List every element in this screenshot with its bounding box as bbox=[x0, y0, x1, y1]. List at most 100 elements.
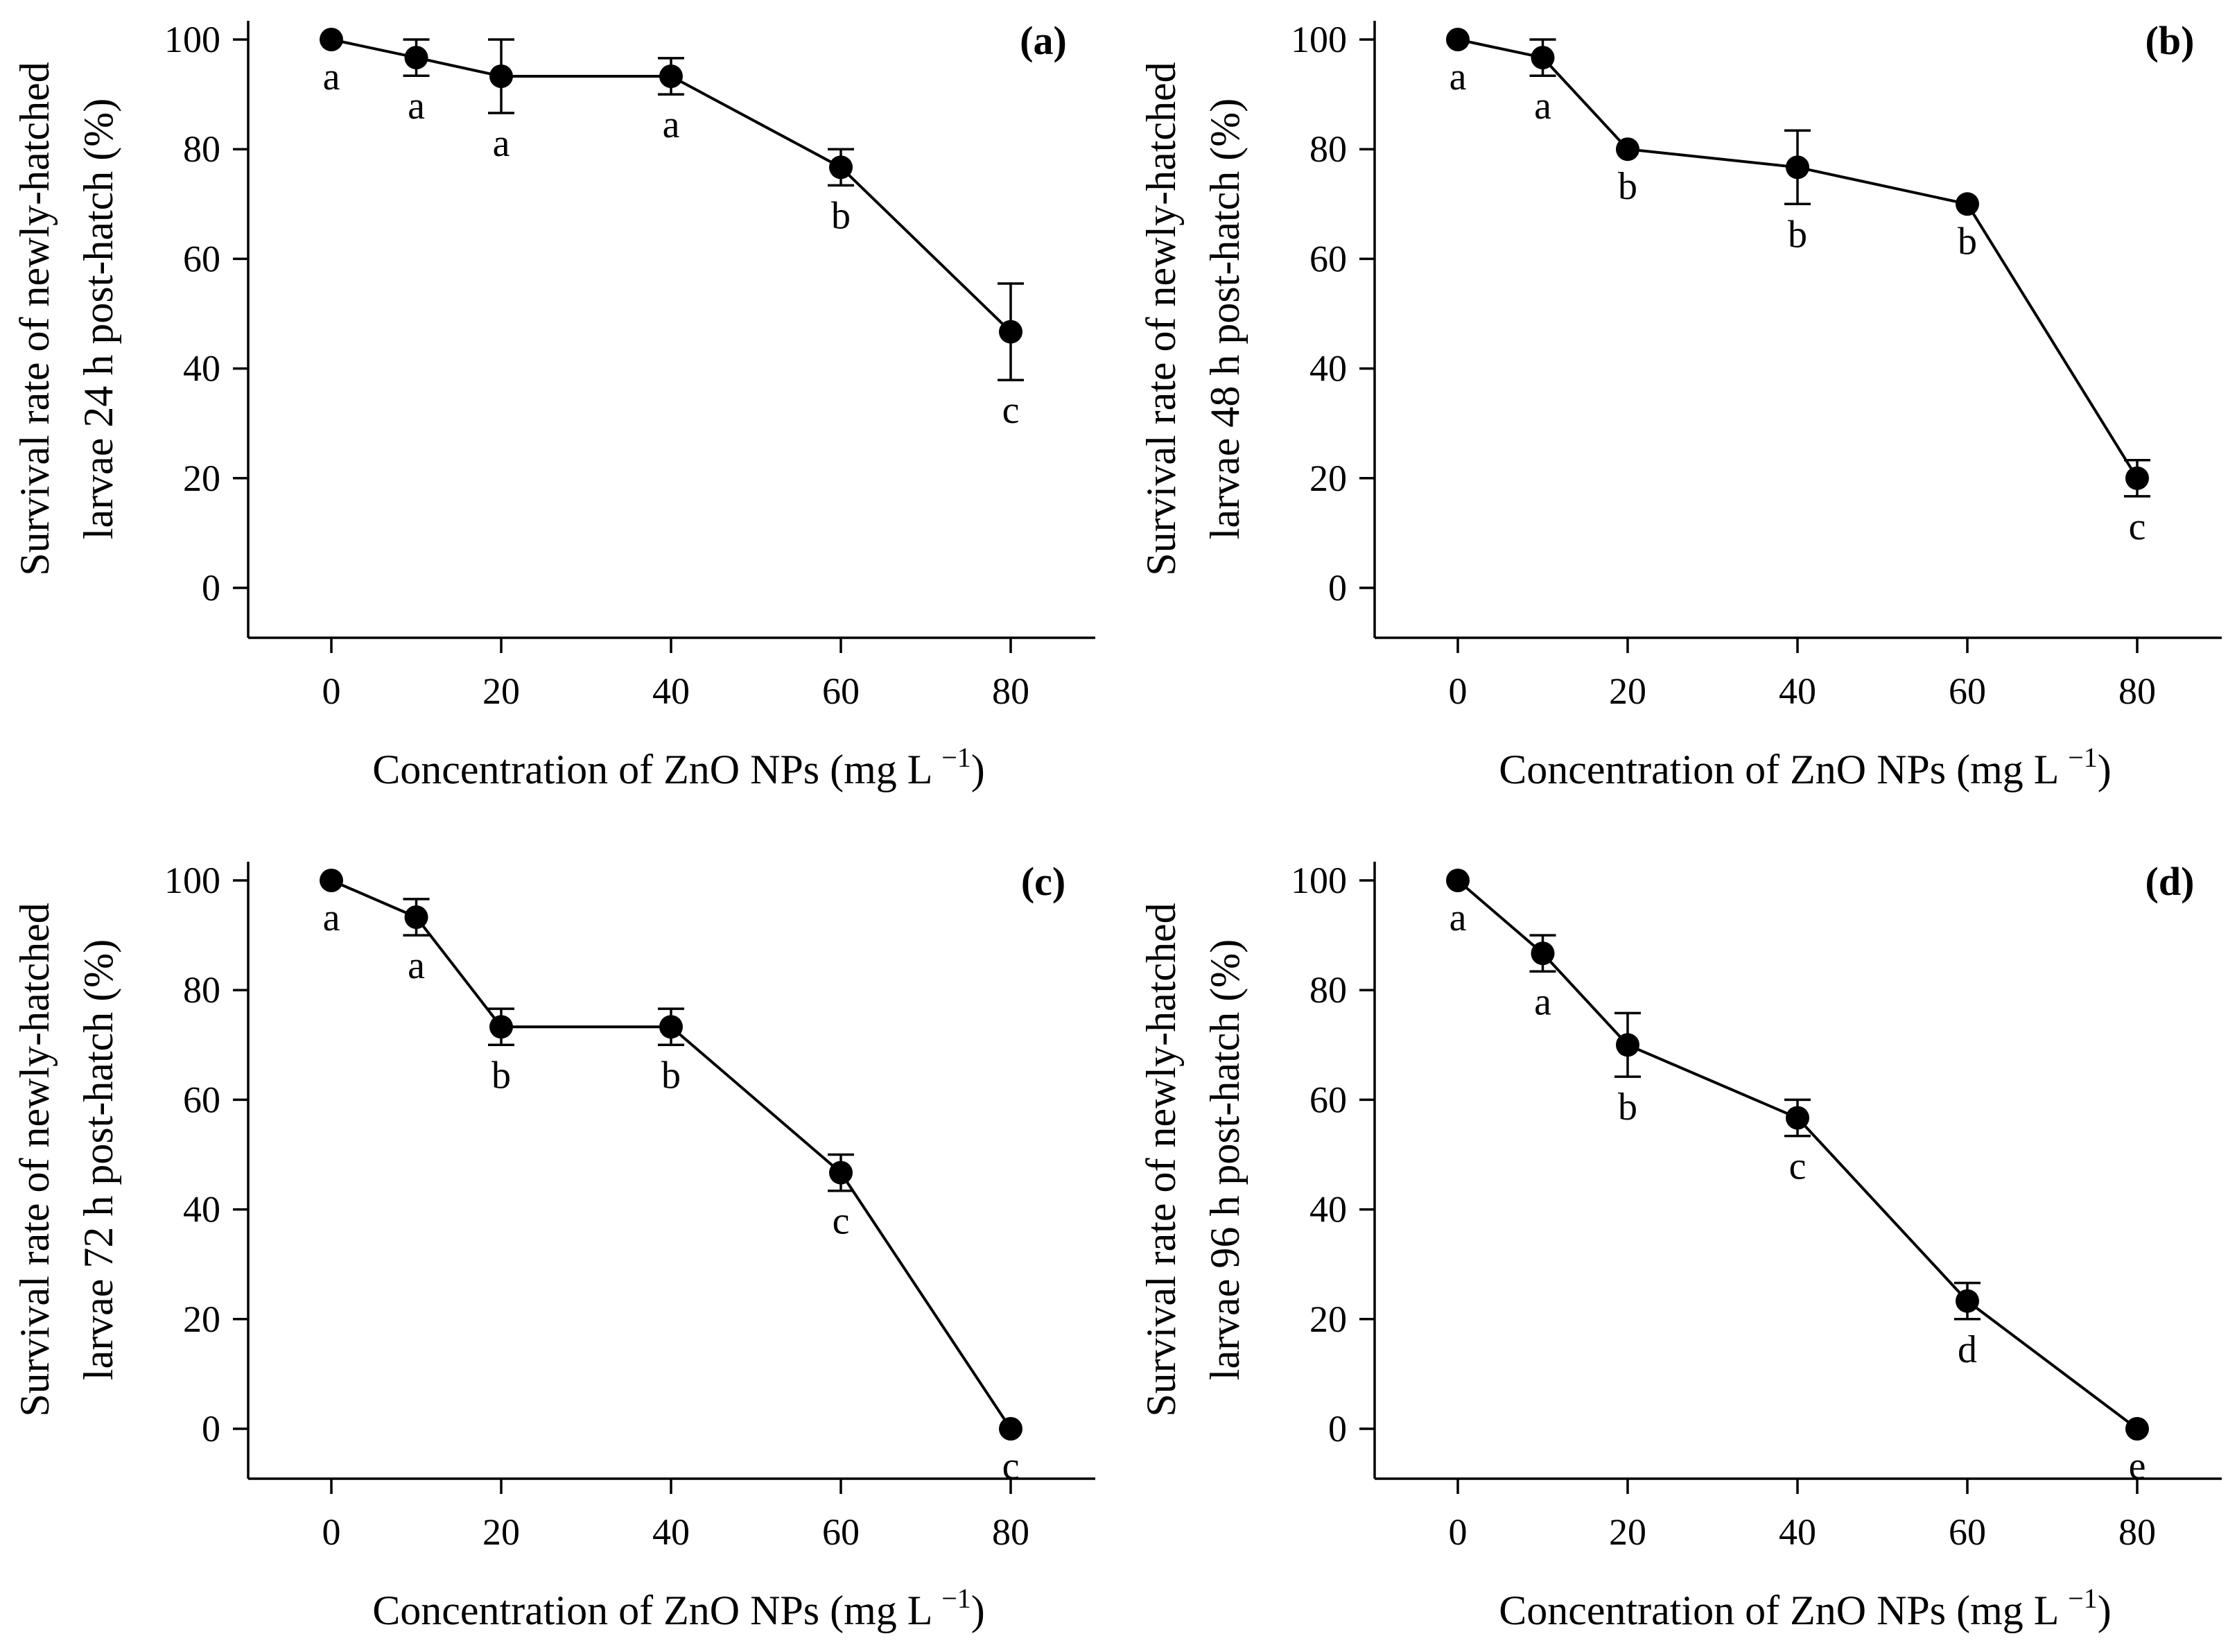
series-line bbox=[1456, 879, 2139, 1430]
x-tick-label: 60 bbox=[822, 670, 860, 712]
significance-letter: c bbox=[1002, 389, 1020, 432]
y-tick-label: 40 bbox=[183, 1189, 220, 1231]
y-axis-title-line1: Survival rate of newly-hatched bbox=[1138, 62, 1184, 575]
y-tick-label: 0 bbox=[1328, 567, 1347, 609]
y-tick-label: 60 bbox=[1309, 1079, 1347, 1120]
data-point bbox=[999, 1417, 1022, 1441]
significance-letter: b bbox=[1958, 220, 1977, 263]
data-point bbox=[659, 64, 683, 88]
x-tick-label: 80 bbox=[2118, 670, 2156, 712]
data-point bbox=[829, 1160, 853, 1185]
x-axis-title-superscript: −1 bbox=[2068, 1583, 2098, 1614]
y-axis-title-line2: larvae 96 h post-hatch (%) bbox=[1202, 939, 1248, 1380]
y-tick-label: 20 bbox=[1309, 1298, 1347, 1340]
series-line bbox=[331, 38, 1012, 333]
y-tick-label: 0 bbox=[202, 567, 220, 609]
y-tick-label: 80 bbox=[1309, 969, 1347, 1011]
significance-letter: e bbox=[2129, 1445, 2146, 1488]
panel-label: (d) bbox=[2145, 859, 2195, 904]
significance-letter: a bbox=[663, 103, 680, 146]
y-tick-label: 20 bbox=[1309, 458, 1347, 499]
data-point bbox=[489, 64, 513, 88]
x-axis-title-close: ) bbox=[2098, 747, 2112, 792]
y-tick-label: 60 bbox=[183, 238, 220, 279]
y-tick-label: 100 bbox=[164, 860, 220, 901]
y-tick-label: 80 bbox=[1309, 128, 1347, 170]
y-tick-label: 80 bbox=[183, 128, 220, 170]
x-tick-label: 60 bbox=[822, 1511, 860, 1553]
x-tick-label: 40 bbox=[652, 1511, 690, 1553]
significance-letter: b bbox=[831, 194, 851, 237]
x-axis-title: Concentration of ZnO NPs (mg L −1) bbox=[372, 1583, 985, 1633]
x-axis-title-main: Concentration of ZnO NPs (mg L bbox=[372, 1588, 941, 1633]
significance-letter: a bbox=[408, 85, 425, 128]
y-tick-label: 40 bbox=[183, 348, 220, 390]
data-point bbox=[829, 155, 853, 180]
y-tick-label: 100 bbox=[164, 19, 220, 60]
x-tick-label: 40 bbox=[1779, 670, 1816, 712]
y-axis-title-line2: larvae 24 h post-hatch (%) bbox=[76, 98, 121, 539]
data-point bbox=[1616, 137, 1639, 162]
x-axis-title-superscript: −1 bbox=[2068, 742, 2098, 773]
x-axis-title-main: Concentration of ZnO NPs (mg L bbox=[1499, 747, 2068, 792]
x-axis-title: Concentration of ZnO NPs (mg L −1) bbox=[1499, 1583, 2112, 1633]
significance-letter: a bbox=[323, 55, 340, 98]
x-tick-label: 60 bbox=[1949, 1511, 1986, 1553]
data-point bbox=[1786, 155, 1809, 180]
x-axis-title-superscript: −1 bbox=[941, 742, 971, 773]
x-tick-label: 80 bbox=[2118, 1511, 2156, 1553]
data-point bbox=[320, 28, 343, 51]
x-tick-label: 20 bbox=[482, 1511, 520, 1553]
panel-label: (a) bbox=[1020, 18, 1067, 63]
x-tick-label: 0 bbox=[1449, 670, 1468, 712]
x-tick-label: 40 bbox=[1779, 1511, 1816, 1553]
data-point bbox=[1446, 28, 1470, 51]
y-tick-label: 0 bbox=[1328, 1408, 1347, 1450]
data-point bbox=[659, 1015, 683, 1039]
y-tick-label: 0 bbox=[202, 1408, 220, 1450]
x-axis-title-main: Concentration of ZnO NPs (mg L bbox=[1499, 1588, 2068, 1633]
significance-letter: b bbox=[491, 1054, 511, 1097]
y-tick-label: 60 bbox=[183, 1079, 220, 1120]
data-point bbox=[1531, 941, 1555, 966]
x-tick-label: 0 bbox=[322, 1511, 341, 1553]
x-tick-label: 0 bbox=[322, 670, 341, 712]
data-point bbox=[489, 1015, 513, 1039]
y-tick-label: 40 bbox=[1309, 348, 1347, 390]
x-axis-title-superscript: −1 bbox=[941, 1583, 971, 1614]
significance-letter: d bbox=[1958, 1328, 1977, 1371]
y-axis-title-line2: larvae 72 h post-hatch (%) bbox=[76, 939, 121, 1380]
y-tick-label: 20 bbox=[183, 1298, 220, 1340]
data-point bbox=[404, 905, 428, 929]
significance-letter: b bbox=[1618, 165, 1637, 208]
significance-letter: a bbox=[1534, 85, 1551, 128]
y-axis-title-line1: Survival rate of newly-hatched bbox=[1138, 903, 1184, 1416]
significance-letter: a bbox=[493, 122, 510, 165]
x-tick-label: 20 bbox=[482, 670, 520, 712]
x-axis-title-close: ) bbox=[971, 747, 985, 792]
y-axis-title-line2: larvae 48 h post-hatch (%) bbox=[1202, 98, 1248, 539]
significance-letter: b bbox=[661, 1054, 681, 1097]
x-tick-label: 0 bbox=[1449, 1511, 1468, 1553]
significance-letter: a bbox=[1450, 896, 1467, 939]
y-tick-label: 40 bbox=[1309, 1189, 1347, 1231]
significance-letter: b bbox=[1618, 1086, 1637, 1129]
significance-letter: c bbox=[2129, 505, 2146, 548]
x-tick-label: 20 bbox=[1609, 670, 1646, 712]
data-point bbox=[1531, 46, 1555, 70]
panel-label: (b) bbox=[2145, 18, 2195, 63]
y-tick-label: 100 bbox=[1291, 860, 1347, 901]
data-point bbox=[2125, 1417, 2149, 1441]
series-line bbox=[1457, 38, 2139, 479]
series-line bbox=[331, 879, 1012, 1430]
x-tick-label: 80 bbox=[992, 1511, 1029, 1553]
x-tick-label: 40 bbox=[652, 670, 690, 712]
x-axis-title-main: Concentration of ZnO NPs (mg L bbox=[372, 747, 941, 792]
panel-label: (c) bbox=[1021, 859, 1065, 904]
x-tick-label: 20 bbox=[1609, 1511, 1646, 1553]
y-tick-label: 80 bbox=[183, 969, 220, 1011]
